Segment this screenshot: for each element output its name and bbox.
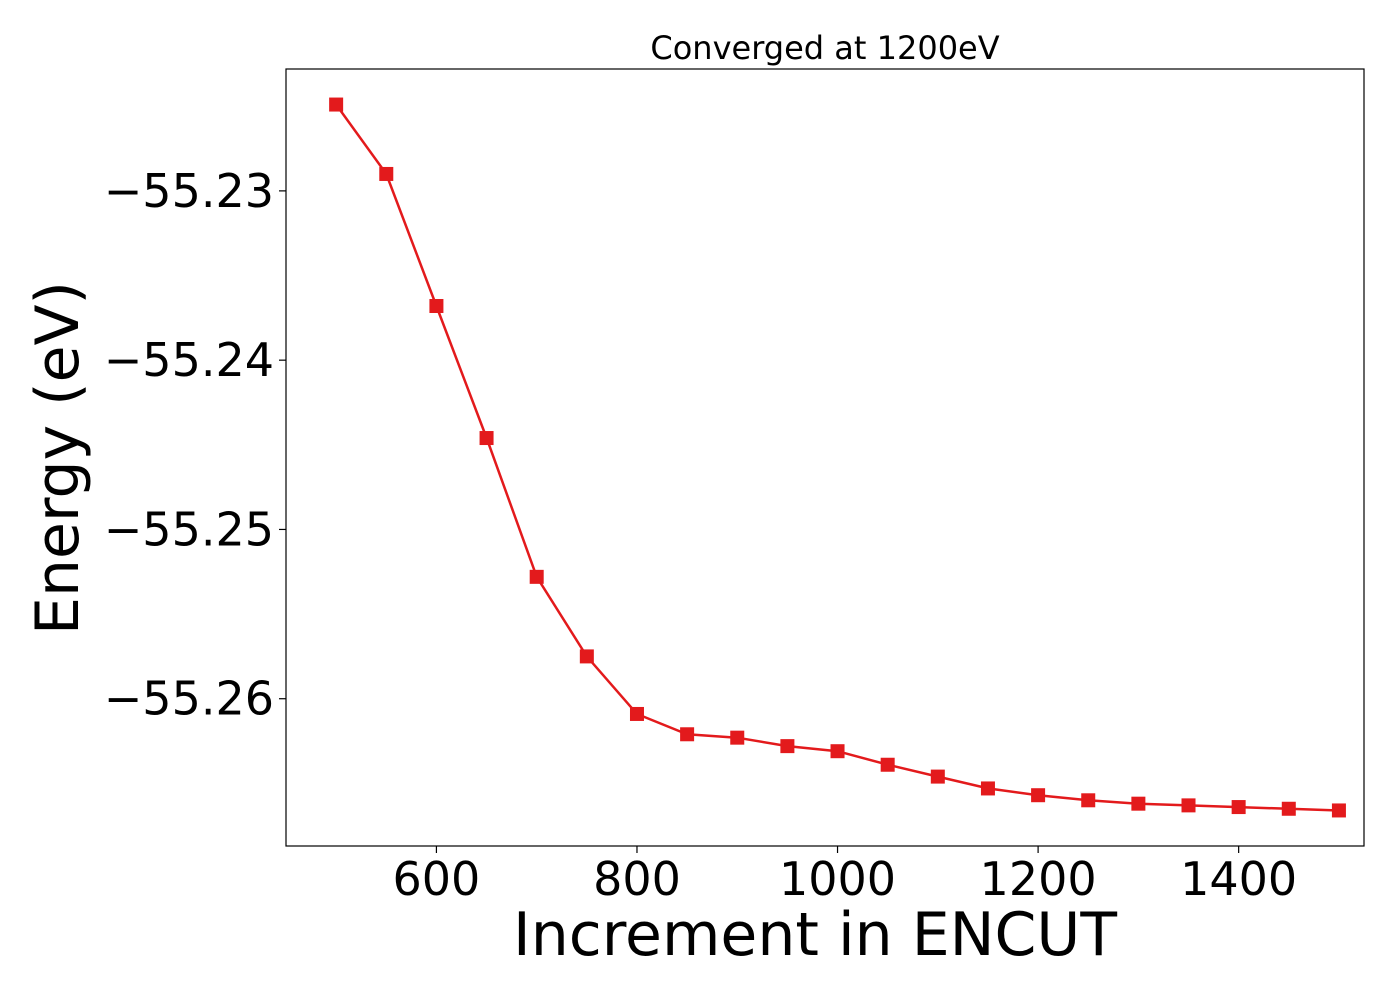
y-tick-label: −55.26 [104,672,274,726]
data-point [479,431,494,446]
data-point [1031,788,1046,803]
x-tick-label: 1000 [779,852,896,906]
x-tick-label: 800 [593,852,681,906]
data-point [1081,793,1096,808]
data-point [930,769,945,784]
data-point [980,781,995,796]
plot-area [285,68,1365,847]
data-point [1231,800,1246,815]
data-point [579,649,594,664]
y-tick-label: −55.24 [104,333,274,387]
series-points [329,97,1346,818]
data-point [629,706,644,721]
y-tick-label: −55.25 [104,502,274,556]
data-point [529,569,544,584]
data-point [1181,798,1196,813]
data-point [1331,803,1346,818]
data-point [379,166,394,181]
y-axis-ticks: −55.23 −55.24 −55.25 −55.26 [104,164,286,726]
x-tick-label: 1400 [1180,852,1297,906]
data-point [830,744,845,759]
data-point [1281,801,1296,816]
chart-title: Converged at 1200eV [650,29,999,67]
data-point [880,757,895,772]
data-point [680,727,695,742]
data-point [730,730,745,745]
x-axis-label: Increment in ENCUT [513,900,1117,970]
x-tick-label: 600 [393,852,481,906]
x-tick-label: 1200 [980,852,1097,906]
data-point [429,298,444,313]
data-point [1131,796,1146,811]
y-axis-label: Energy (eV) [23,281,93,635]
x-axis-ticks: 600 800 1000 1200 1400 [393,846,1297,906]
y-tick-label: −55.23 [104,164,274,218]
data-point [329,97,344,112]
data-point [780,739,795,754]
